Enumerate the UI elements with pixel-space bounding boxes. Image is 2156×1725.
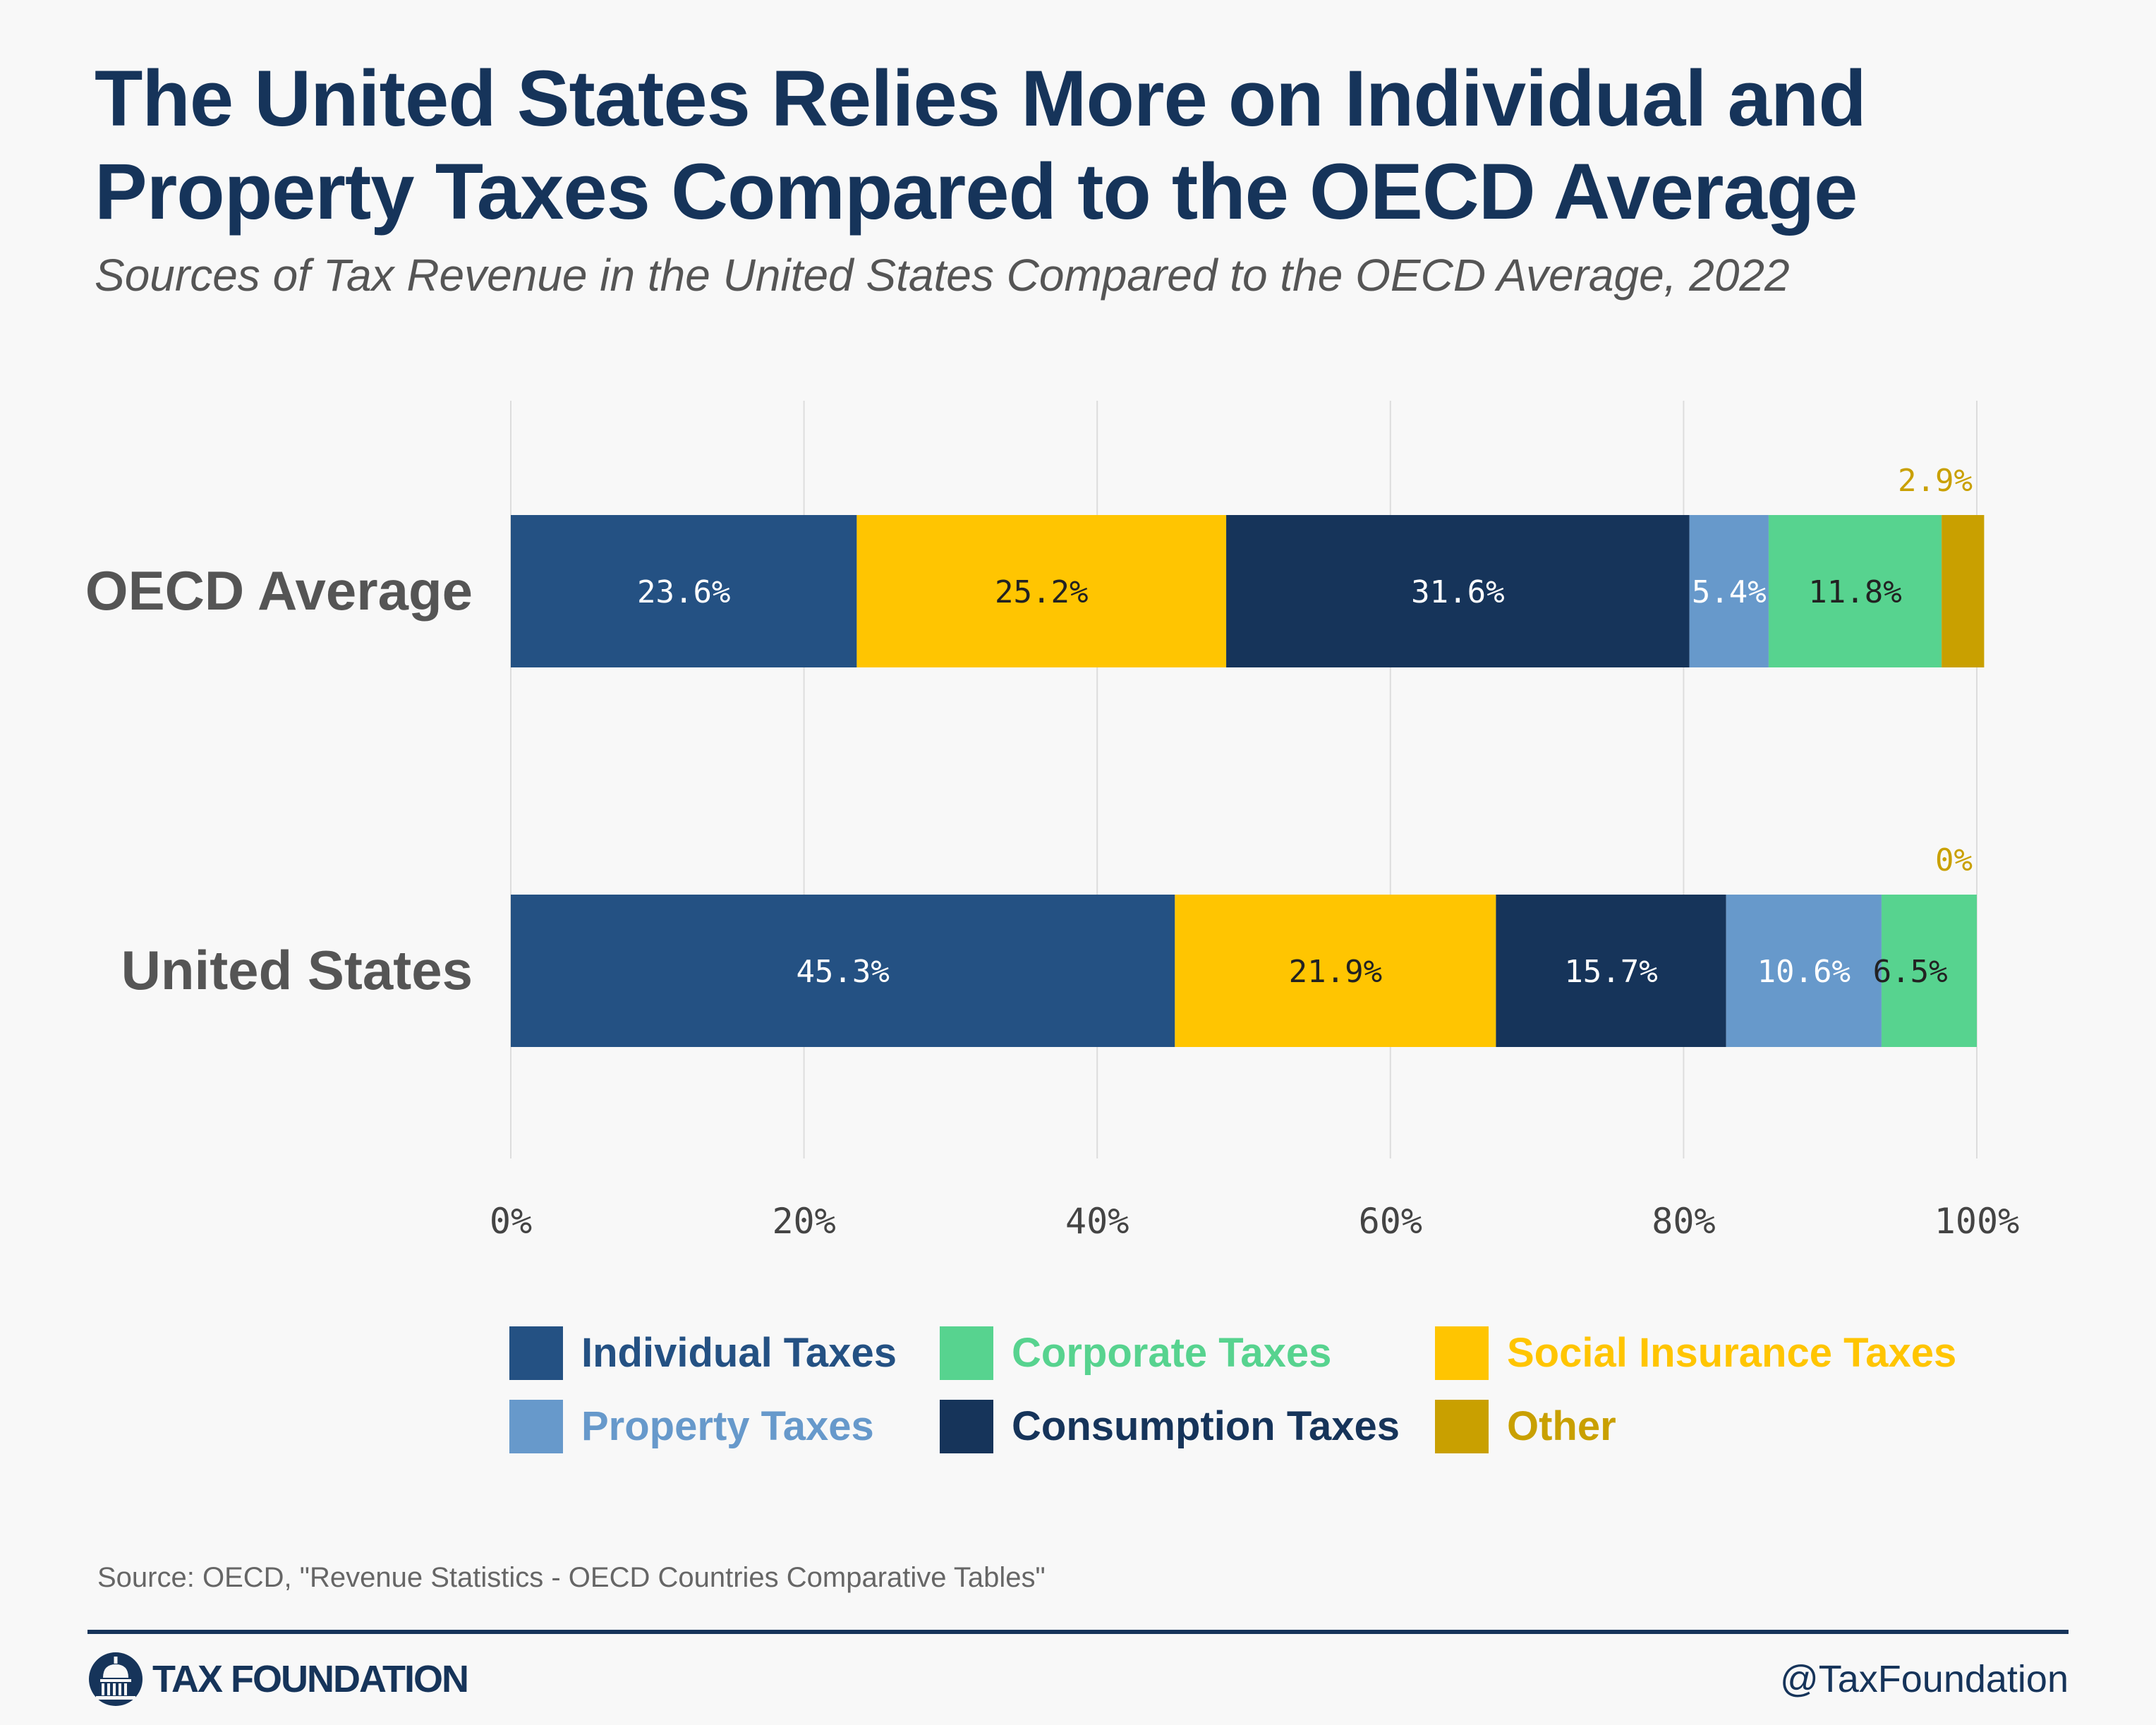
data-label-social-insurance-taxes: 21.9%: [1289, 954, 1382, 990]
bar-segment-consumption-taxes: [1496, 895, 1726, 1047]
bar-segment-consumption-taxes: [1226, 515, 1690, 667]
x-tick-label: 40%: [1065, 1201, 1129, 1242]
bar-segment-property-taxes: [1689, 515, 1769, 667]
legend-label-corporate-taxes: Corporate Taxes: [1012, 1330, 1332, 1376]
data-label-social-insurance-taxes: 25.2%: [995, 574, 1088, 610]
legend-swatch-property-taxes: [509, 1400, 563, 1453]
x-tick-label: 100%: [1934, 1201, 2019, 1242]
brand-name: TAX FOUNDATION: [152, 1658, 469, 1700]
bar-segment-social-insurance-taxes: [1175, 895, 1496, 1047]
chart-title: The United States Relies More on Individ…: [95, 52, 2070, 238]
bar-segment-corporate-taxes: [1881, 895, 1977, 1047]
legend-label-other: Other: [1507, 1403, 1616, 1449]
social-handle: @TaxFoundation: [1779, 1658, 2069, 1700]
data-label-other: 2.9%: [1898, 463, 1973, 499]
legend-label-individual-taxes: Individual Taxes: [581, 1330, 897, 1376]
category-label: United States: [121, 939, 473, 1001]
data-label-corporate-taxes: 6.5%: [1873, 954, 1948, 990]
x-tick-label: 60%: [1359, 1201, 1422, 1242]
footer-divider: [87, 1630, 2069, 1634]
x-tick-label: 0%: [490, 1201, 532, 1242]
legend-label-consumption-taxes: Consumption Taxes: [1012, 1403, 1400, 1449]
bar-segment-corporate-taxes: [1768, 515, 1942, 667]
data-label-corporate-taxes: 11.8%: [1808, 574, 1901, 610]
bar-segment-property-taxes: [1726, 895, 1882, 1047]
bar-segment-individual-taxes: [511, 515, 857, 667]
bar-segment-individual-taxes: [511, 895, 1175, 1047]
category-label: OECD Average: [85, 559, 473, 622]
legend-swatch-social-insurance-taxes: [1435, 1326, 1489, 1380]
legend-label-property-taxes: Property Taxes: [581, 1403, 874, 1449]
data-label-property-taxes: 5.4%: [1692, 574, 1767, 610]
capitol-dome-icon: [89, 1652, 143, 1706]
legend-swatch-individual-taxes: [509, 1326, 563, 1380]
chart-title-line-2: Property Taxes Compared to the OECD Aver…: [95, 147, 1858, 236]
legend-swatch-other: [1435, 1400, 1489, 1453]
bar-segment-social-insurance-taxes: [856, 515, 1227, 667]
data-label-consumption-taxes: 15.7%: [1564, 954, 1657, 990]
stacked-bar-chart: 0% 20% 40% 60% 80% 100% OECD Average United Sta…: [85, 401, 2019, 1242]
data-label-individual-taxes: 23.6%: [637, 574, 730, 610]
x-tick-label: 20%: [772, 1201, 835, 1242]
source-note: Source: OECD, "Revenue Statistics - OECD…: [97, 1562, 1046, 1593]
legend-swatch-corporate-taxes: [940, 1326, 993, 1380]
data-label-consumption-taxes: 31.6%: [1411, 574, 1504, 610]
legend-swatch-consumption-taxes: [940, 1400, 993, 1453]
x-tick-label: 80%: [1652, 1201, 1715, 1242]
data-label-property-taxes: 10.6%: [1757, 954, 1851, 990]
chart-title-line-1: The United States Relies More on Individ…: [95, 54, 1867, 143]
data-label-individual-taxes: 45.3%: [796, 954, 889, 990]
data-label-other: 0%: [1935, 842, 1973, 878]
chart-subtitle: Sources of Tax Revenue in the United Sta…: [95, 250, 1790, 301]
legend-label-social-insurance-taxes: Social Insurance Taxes: [1507, 1330, 1957, 1376]
bar-segment-other: [1942, 515, 1985, 667]
